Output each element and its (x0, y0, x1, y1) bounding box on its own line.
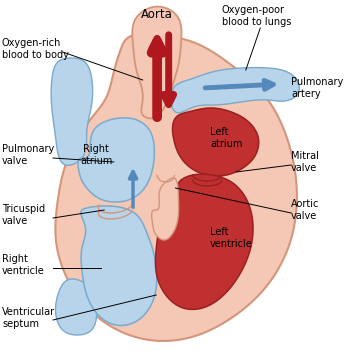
Polygon shape (155, 174, 253, 310)
Polygon shape (173, 108, 259, 176)
Text: Aortic
valve: Aortic valve (291, 199, 319, 221)
Polygon shape (172, 68, 299, 113)
Text: Pulmonary
valve: Pulmonary valve (2, 144, 54, 166)
Text: Left
atrium: Left atrium (210, 127, 243, 149)
Text: Right
atrium: Right atrium (80, 144, 113, 166)
Polygon shape (78, 118, 154, 202)
Text: Left
ventricle: Left ventricle (210, 227, 253, 249)
Text: Pulmonary
artery: Pulmonary artery (291, 77, 343, 99)
Polygon shape (51, 58, 93, 165)
Text: Aorta: Aorta (141, 8, 173, 21)
Text: Tricuspid
valve: Tricuspid valve (2, 204, 45, 226)
Polygon shape (81, 206, 157, 325)
Text: Oxygen-poor
blood to lungs: Oxygen-poor blood to lungs (222, 5, 291, 27)
Polygon shape (55, 34, 297, 341)
Text: Mitral
valve: Mitral valve (291, 151, 319, 173)
Polygon shape (152, 178, 179, 240)
Text: Ventricular
septum: Ventricular septum (2, 307, 55, 329)
Polygon shape (132, 7, 181, 118)
Text: Right
ventricle: Right ventricle (2, 254, 45, 276)
Text: Oxygen-rich
blood to body: Oxygen-rich blood to body (2, 38, 69, 60)
Polygon shape (55, 279, 97, 335)
